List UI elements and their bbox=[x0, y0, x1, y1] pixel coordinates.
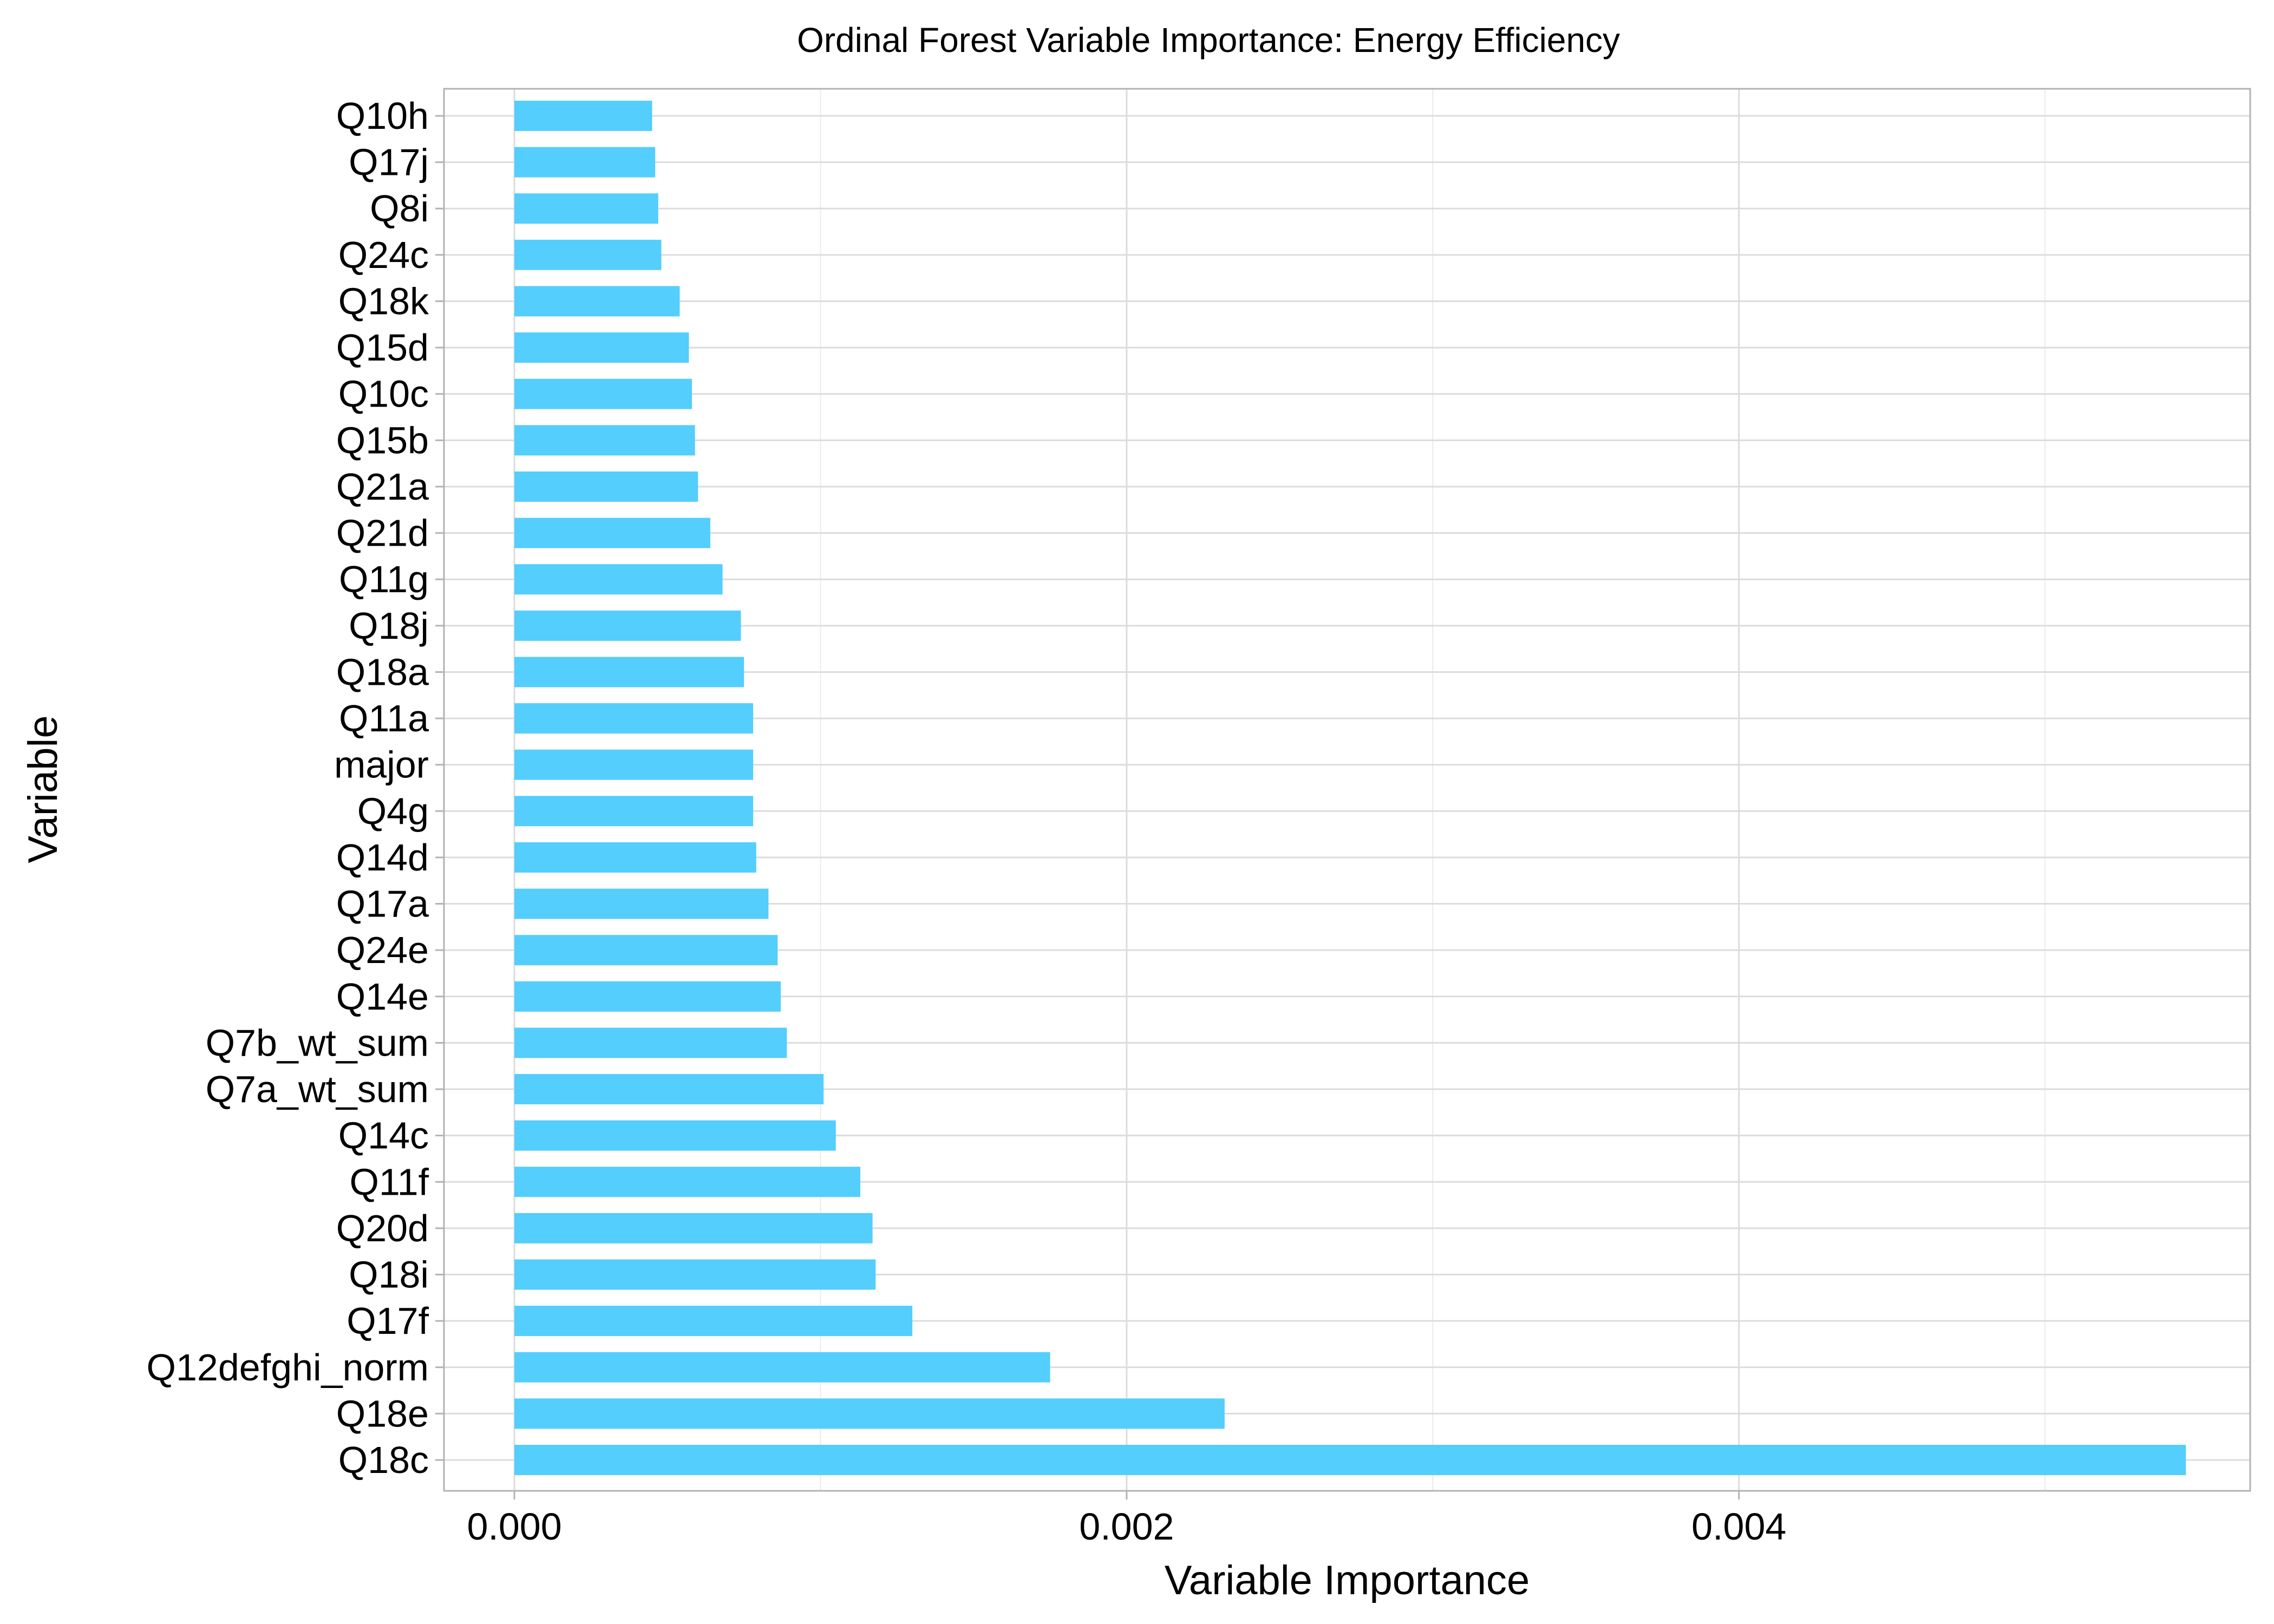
y-tick-label: Q11f bbox=[349, 1161, 429, 1203]
bar-Q4g bbox=[514, 796, 754, 827]
y-tick-label: Q11a bbox=[339, 697, 429, 739]
y-axis-title: Variable bbox=[20, 715, 66, 863]
bar-Q14c bbox=[514, 1120, 836, 1151]
bar-Q24e bbox=[514, 935, 778, 966]
y-tick-label: Q18a bbox=[336, 651, 429, 693]
y-tick-label: Q17a bbox=[336, 883, 429, 925]
y-tick-label: Q8i bbox=[370, 187, 429, 230]
y-tick-label: Q18k bbox=[338, 280, 429, 322]
x-axis-title: Variable Importance bbox=[1165, 1557, 1530, 1603]
y-tick-label: Q10c bbox=[338, 373, 429, 415]
x-tick-label: 0.004 bbox=[1691, 1505, 1786, 1548]
plot-panel-border bbox=[443, 88, 2251, 1492]
y-tick-label: Q12defghi_norm bbox=[147, 1346, 429, 1389]
y-tick-label: Q4g bbox=[357, 790, 429, 832]
y-tick-label: Q24c bbox=[338, 234, 429, 276]
y-tick-label: Q14e bbox=[336, 975, 429, 1018]
x-axis-ticks: 0.000 0.002 0.004 bbox=[467, 1491, 1786, 1548]
bar-Q11g bbox=[514, 564, 723, 595]
x-tick-label: 0.002 bbox=[1079, 1505, 1174, 1548]
y-tick-label: major bbox=[334, 744, 429, 786]
bar-Q11a bbox=[514, 703, 754, 734]
y-tick-label: Q18i bbox=[349, 1254, 429, 1296]
bar-Q15d bbox=[514, 332, 689, 363]
bar-Q11f bbox=[514, 1167, 860, 1197]
bar-Q17a bbox=[514, 888, 769, 919]
y-tick-label: Q10h bbox=[336, 95, 429, 137]
bar-Q10h bbox=[514, 101, 652, 131]
bar-Q17j bbox=[514, 147, 656, 178]
bar-Q7b_wt_sum bbox=[514, 1027, 787, 1058]
bar-Q20d bbox=[514, 1213, 873, 1243]
y-tick-label: Q14d bbox=[336, 836, 429, 879]
y-tick-label: Q20d bbox=[336, 1207, 429, 1249]
y-axis-ticks: Q10hQ17jQ8iQ24cQ18kQ15dQ10cQ15bQ21aQ21dQ… bbox=[147, 95, 444, 1481]
bar-Q18c bbox=[514, 1445, 2186, 1475]
y-tick-label: Q15b bbox=[336, 419, 429, 461]
y-tick-label: Q21d bbox=[336, 512, 429, 554]
y-tick-label: Q7b_wt_sum bbox=[206, 1021, 429, 1064]
chart-title: Ordinal Forest Variable Importance: Ener… bbox=[797, 21, 1620, 60]
bar-Q14d bbox=[514, 842, 756, 873]
bar-Q18a bbox=[514, 657, 744, 687]
y-tick-label: Q21a bbox=[336, 466, 429, 508]
bar-Q18e bbox=[514, 1398, 1225, 1429]
bar-Q21d bbox=[514, 518, 710, 548]
bar-Q18i bbox=[514, 1259, 876, 1290]
y-tick-label: Q24e bbox=[336, 929, 429, 971]
bar-Q17f bbox=[514, 1306, 913, 1337]
bar-Q18j bbox=[514, 610, 741, 641]
y-tick-label: Q17f bbox=[347, 1300, 429, 1342]
bar-Q12defghi_norm bbox=[514, 1352, 1050, 1383]
bar-Q15b bbox=[514, 425, 695, 456]
bar-Q7a_wt_sum bbox=[514, 1074, 824, 1105]
bar-Q21a bbox=[514, 471, 698, 502]
bar-Q10c bbox=[514, 378, 692, 409]
bar-Q8i bbox=[514, 193, 658, 224]
y-tick-label: Q15d bbox=[336, 326, 429, 369]
bar-Q14e bbox=[514, 981, 781, 1012]
bar-Q18k bbox=[514, 286, 680, 317]
y-tick-label: Q18e bbox=[336, 1392, 429, 1435]
x-tick-label: 0.000 bbox=[467, 1505, 561, 1548]
bars bbox=[514, 101, 2186, 1475]
y-tick-label: Q18c bbox=[338, 1439, 429, 1481]
y-tick-label: Q17j bbox=[349, 141, 429, 184]
y-tick-label: Q18j bbox=[349, 605, 429, 647]
bar-Q24c bbox=[514, 239, 662, 270]
y-tick-label: Q11g bbox=[339, 558, 429, 600]
y-tick-label: Q14c bbox=[338, 1115, 429, 1157]
bar-major bbox=[514, 749, 754, 780]
y-tick-label: Q7a_wt_sum bbox=[206, 1068, 429, 1110]
